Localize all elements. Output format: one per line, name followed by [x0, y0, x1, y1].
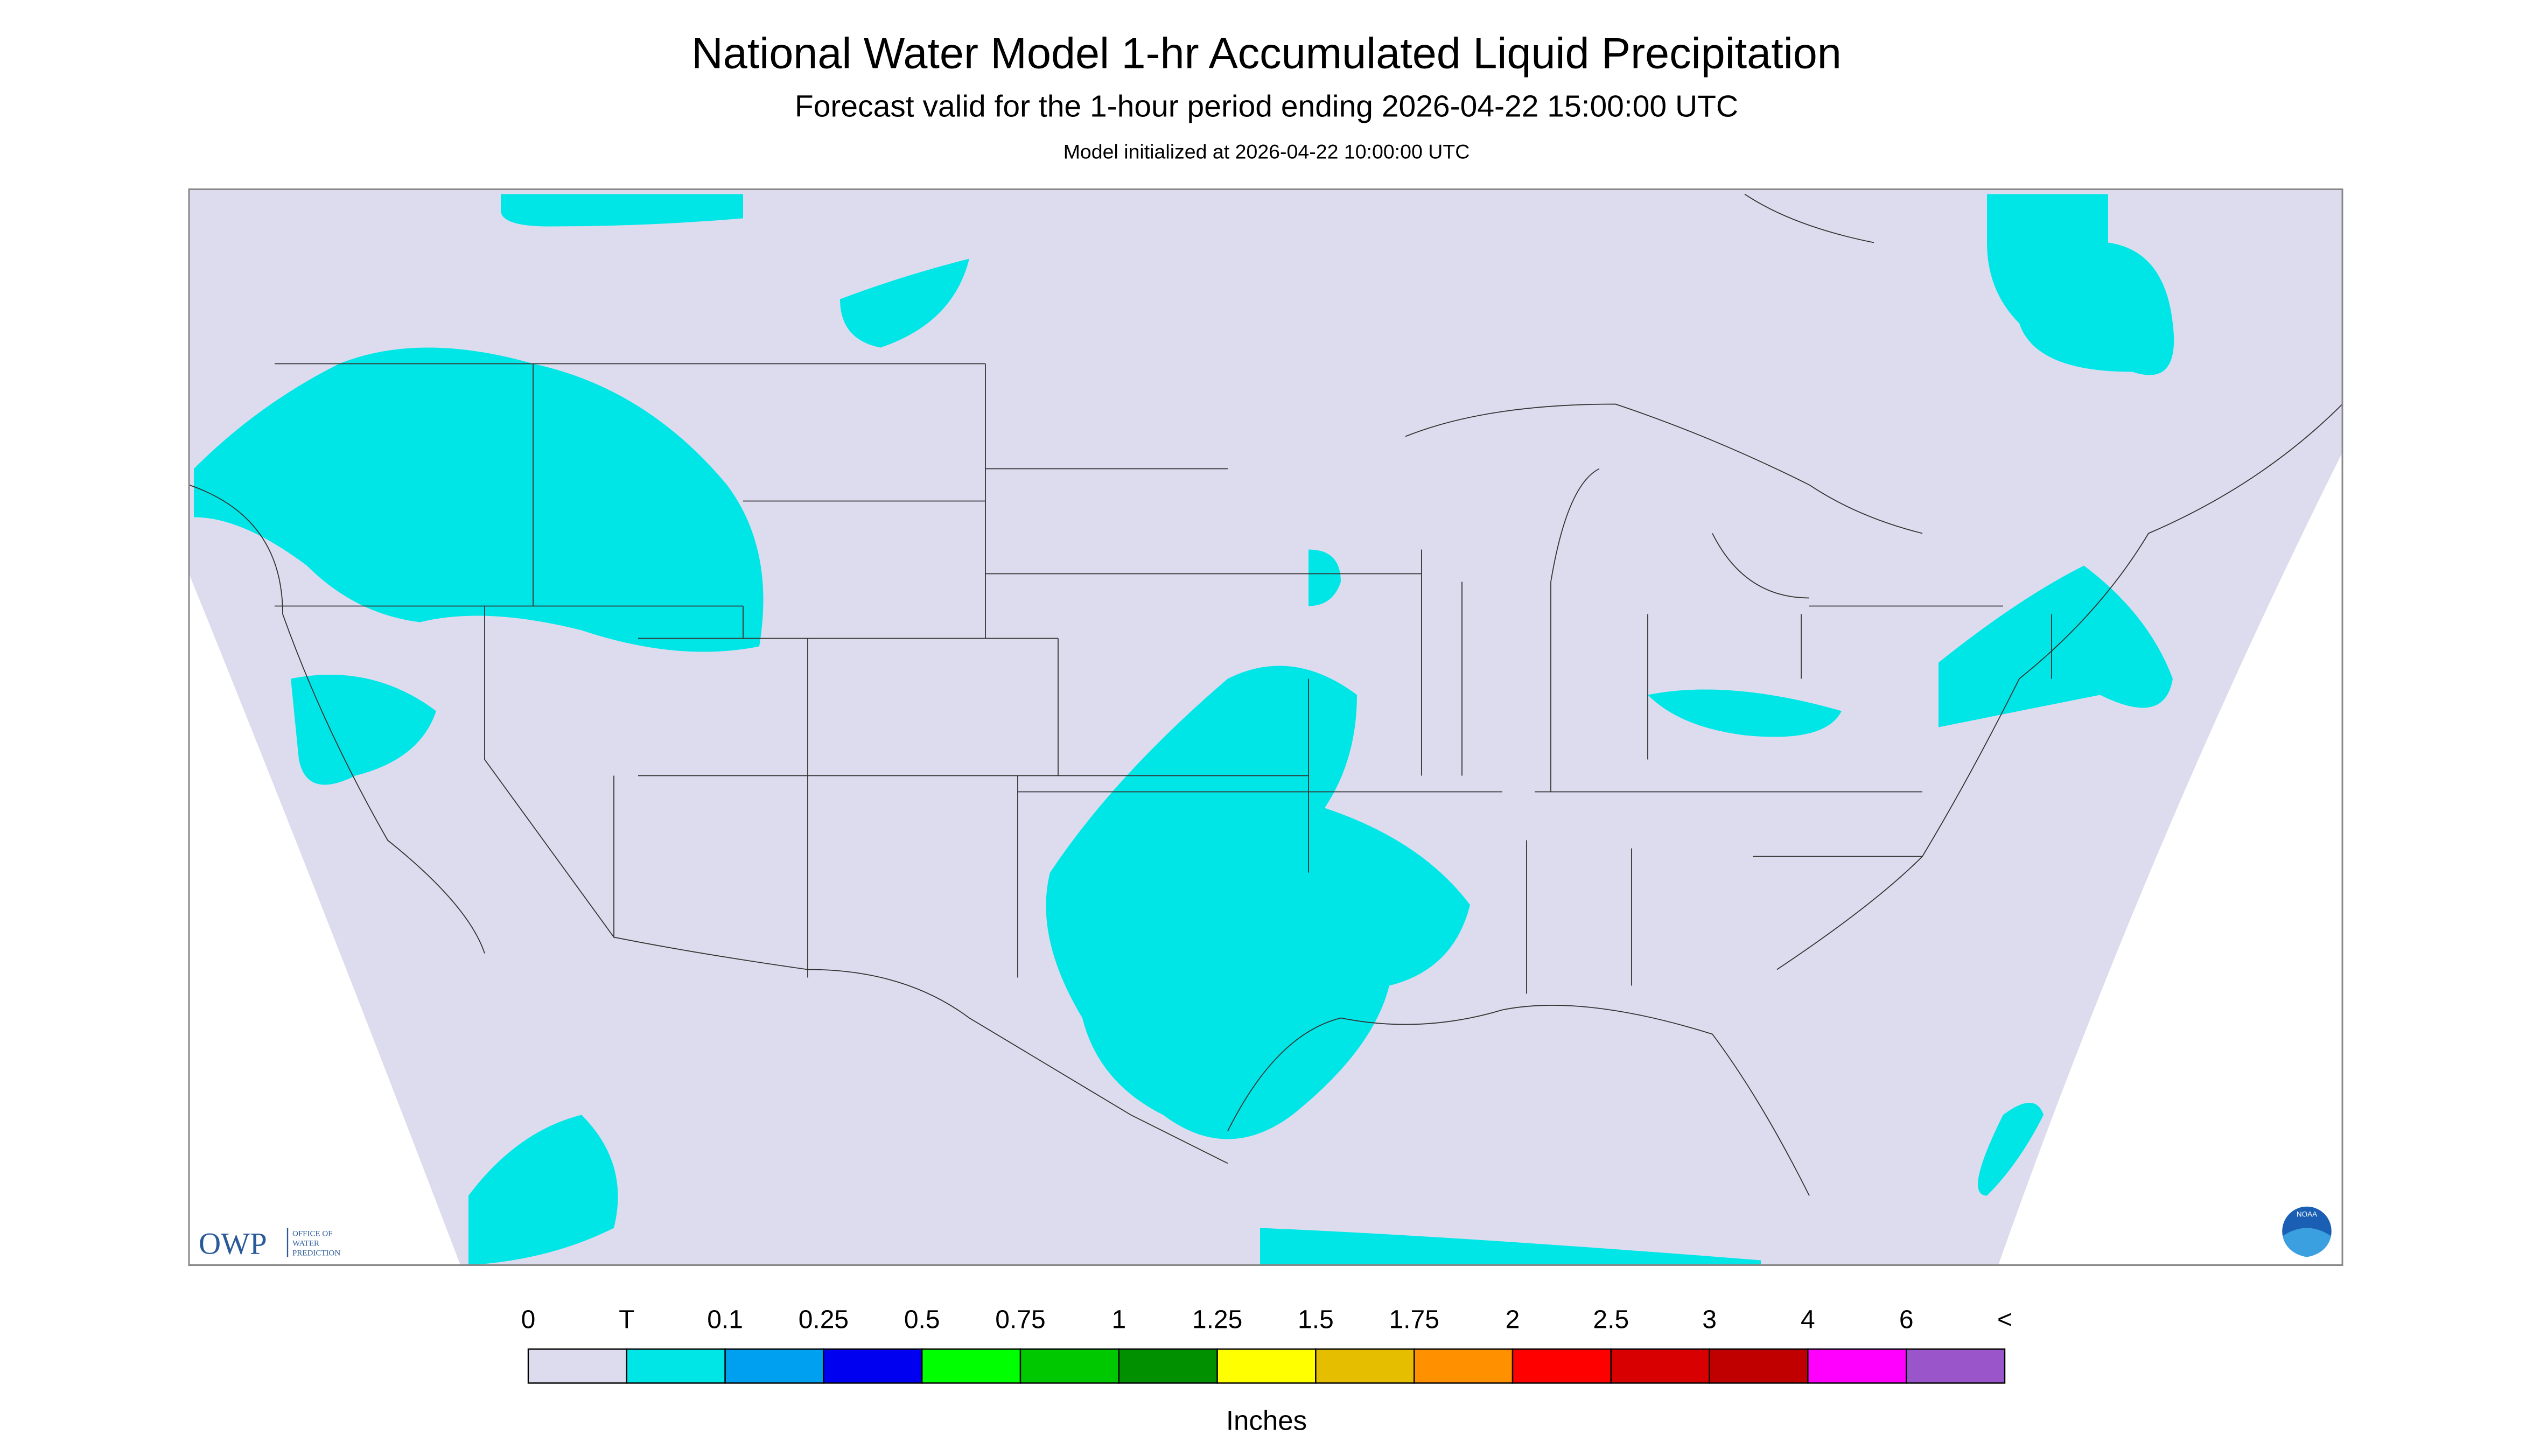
legend-label: 0.1 [707, 1306, 743, 1334]
owp-name-line: WATER [292, 1240, 319, 1248]
legend-label: 3 [1702, 1306, 1717, 1334]
legend-label: 6 [1899, 1306, 1914, 1334]
legend-label: 2.5 [1593, 1306, 1629, 1334]
legend-swatch [1315, 1348, 1415, 1384]
init-note: Model initialized at 2026-04-22 10:00:00… [1063, 141, 1470, 163]
legend-swatch [1905, 1348, 2006, 1384]
legend-label: 1 [1111, 1306, 1126, 1334]
legend-label: < [1997, 1306, 2012, 1334]
legend-label: 0.5 [904, 1306, 940, 1334]
map-frame [188, 188, 2343, 1266]
owp-logo: OWP OFFICE OF WATER PREDICTION [199, 1227, 340, 1261]
legend-label: 0.25 [799, 1306, 849, 1334]
legend-label: 1.75 [1389, 1306, 1439, 1334]
precip-areas [194, 194, 2174, 1265]
legend-swatch [527, 1348, 628, 1384]
owp-name-line: OFFICE OF [292, 1230, 333, 1238]
map: OWP OFFICE OF WATER PREDICTION NOAA [188, 188, 2343, 1266]
legend-swatch [823, 1348, 923, 1384]
legend-swatch [626, 1348, 726, 1384]
legend: 0 T 0.1 0.25 0.5 0.75 1 1.25 1.5 1.75 2 2.5 3 4 6 < [521, 1306, 2012, 1384]
noaa-wave [2283, 1228, 2331, 1257]
legend-swatch [921, 1348, 1021, 1384]
legend-swatch [1709, 1348, 1809, 1384]
title: National Water Model 1-hr Accumulated Li… [691, 30, 1842, 78]
owp-abbreviation: OWP [199, 1227, 267, 1261]
legend-swatch [1216, 1348, 1317, 1384]
noaa-text: NOAA [2297, 1210, 2317, 1219]
legend-swatch [1512, 1348, 1612, 1384]
legend-label: 1.25 [1192, 1306, 1242, 1334]
legend-unit: Inches [1226, 1405, 1307, 1436]
owp-name-line: PREDICTION [292, 1249, 340, 1258]
legend-label: 2 [1506, 1306, 1520, 1334]
legend-swatch [1019, 1348, 1120, 1384]
legend-label: 1.5 [1298, 1306, 1334, 1334]
legend-label: T [619, 1306, 634, 1334]
noaa-logo: NOAA [2279, 1204, 2334, 1258]
legend-label: 0 [521, 1306, 536, 1334]
legend-swatch [1118, 1348, 1218, 1384]
boundaries [188, 193, 2343, 1196]
legend-swatch [1610, 1348, 1710, 1384]
legend-label: 4 [1801, 1306, 1815, 1334]
legend-swatch [1807, 1348, 1907, 1384]
legend-label: 0.75 [995, 1306, 1045, 1334]
subtitle: Forecast valid for the 1-hour period end… [795, 89, 1738, 124]
legend-swatch [1414, 1348, 1514, 1384]
legend-swatch [724, 1348, 824, 1384]
